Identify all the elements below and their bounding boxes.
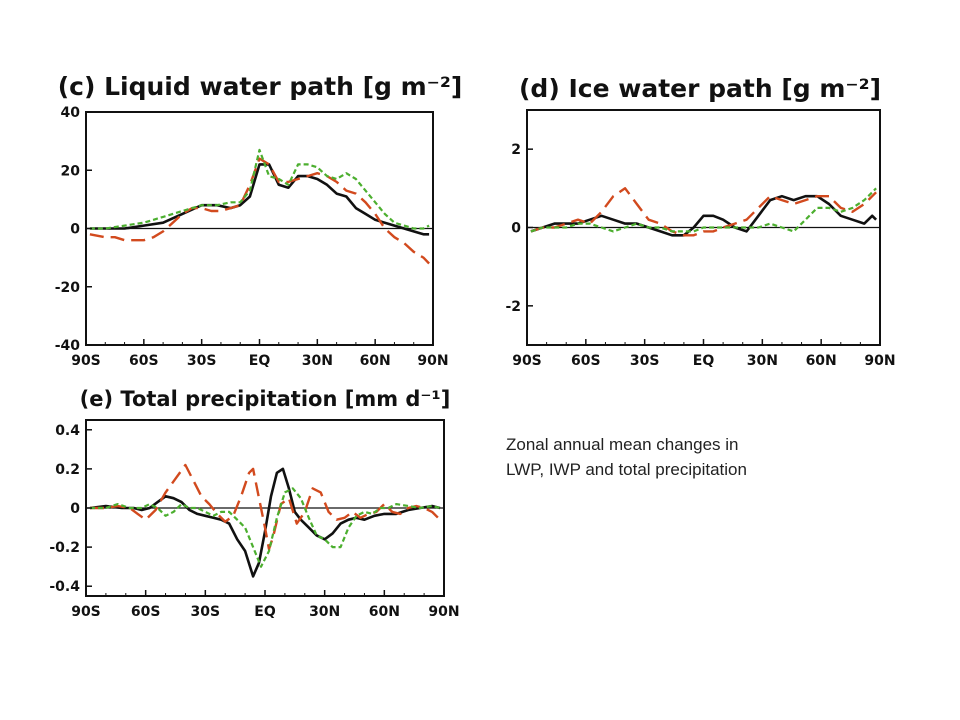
panel-c-series-dashed-line (89, 157, 430, 265)
panel-c-title: (c) Liquid water path [g m⁻²] (58, 72, 463, 101)
panel-c-series-solid-line (89, 163, 430, 236)
panel-c-y-tick-label: 20 (61, 163, 81, 179)
panel-e-x-tick-label: 90S (71, 604, 101, 620)
panel-c-series-dotted-line (89, 148, 430, 230)
panel-e-x-tick-label: 90N (428, 604, 459, 620)
panel-e-y-tick-label: -0.2 (49, 540, 80, 556)
figure-caption: Zonal annual mean changes in LWP, IWP an… (506, 432, 846, 482)
panel-c-x-tick-label: 30S (187, 353, 217, 369)
panel-d-x-tick-label: EQ (693, 353, 715, 369)
panel-c-x-tick-label: 90N (417, 353, 448, 369)
panel-e-series-solid-line (89, 467, 441, 578)
panel-d-x-tick-label: 30S (630, 353, 660, 369)
panel-e-total-precipitation: (e) Total precipitation [mm d⁻¹] 90S 60S 30… (49, 387, 459, 620)
panel-e-x-tick-label: EQ (254, 604, 276, 620)
panel-e-title: (e) Total precipitation [mm d⁻¹] (80, 387, 451, 411)
panel-e-x-tick-label: 30N (309, 604, 340, 620)
panel-d-ice-water-path: (d) Ice water path [g m⁻²] 90S 60S 30S EQ 30N… (505, 74, 895, 369)
panel-d-x-tick-label: 60N (806, 353, 837, 369)
panel-c-x-tick-label: EQ (249, 353, 271, 369)
panel-d-series-dashed-line (530, 187, 877, 237)
panel-c-y-tick-label: 0 (70, 222, 80, 238)
panel-e-y-tick-label: 0.4 (55, 423, 80, 439)
panel-e-y-tick-label: -0.4 (49, 579, 80, 595)
panel-d-x-tick-label: 90N (864, 353, 895, 369)
panel-c-liquid-water-path: (c) Liquid water path [g m⁻²] 90S 60S 30S EQ… (55, 72, 463, 369)
panel-d-title: (d) Ice water path [g m⁻²] (519, 74, 881, 103)
panel-d-series-dotted-line (530, 187, 877, 233)
panel-d-x-tick-label: 60S (571, 353, 601, 369)
panel-c-x-tick-label: 90S (71, 353, 101, 369)
panel-c-y-tick-label: -40 (55, 338, 81, 354)
panel-d-y-tick-label: -2 (505, 299, 521, 315)
panel-c-x-tick-label: 30N (302, 353, 333, 369)
panel-d-x-tick-label: 30N (747, 353, 778, 369)
panel-d-x-tick-label: 90S (512, 353, 542, 369)
panel-e-x-tick-label: 60N (369, 604, 400, 620)
panel-e-series-dotted-line (90, 487, 441, 568)
caption-line-2: LWP, IWP and total precipitation (506, 460, 747, 479)
caption-line-1: Zonal annual mean changes in (506, 435, 739, 454)
panel-c-x-tick-label: 60N (360, 353, 391, 369)
panel-c-y-tick-label: -20 (55, 280, 81, 296)
panel-e-y-tick-label: 0 (70, 501, 80, 517)
panel-d-y-tick-label: 0 (511, 221, 521, 237)
panel-c-x-tick-label: 60S (129, 353, 159, 369)
panel-d-y-tick-label: 2 (511, 142, 521, 158)
panel-c-y-tick-label: 40 (61, 105, 81, 121)
panel-e-x-tick-label: 60S (131, 604, 161, 620)
panel-d-series-solid-line (530, 194, 878, 237)
panel-e-y-tick-label: 0.2 (55, 462, 80, 478)
panel-e-x-tick-label: 30S (191, 604, 221, 620)
